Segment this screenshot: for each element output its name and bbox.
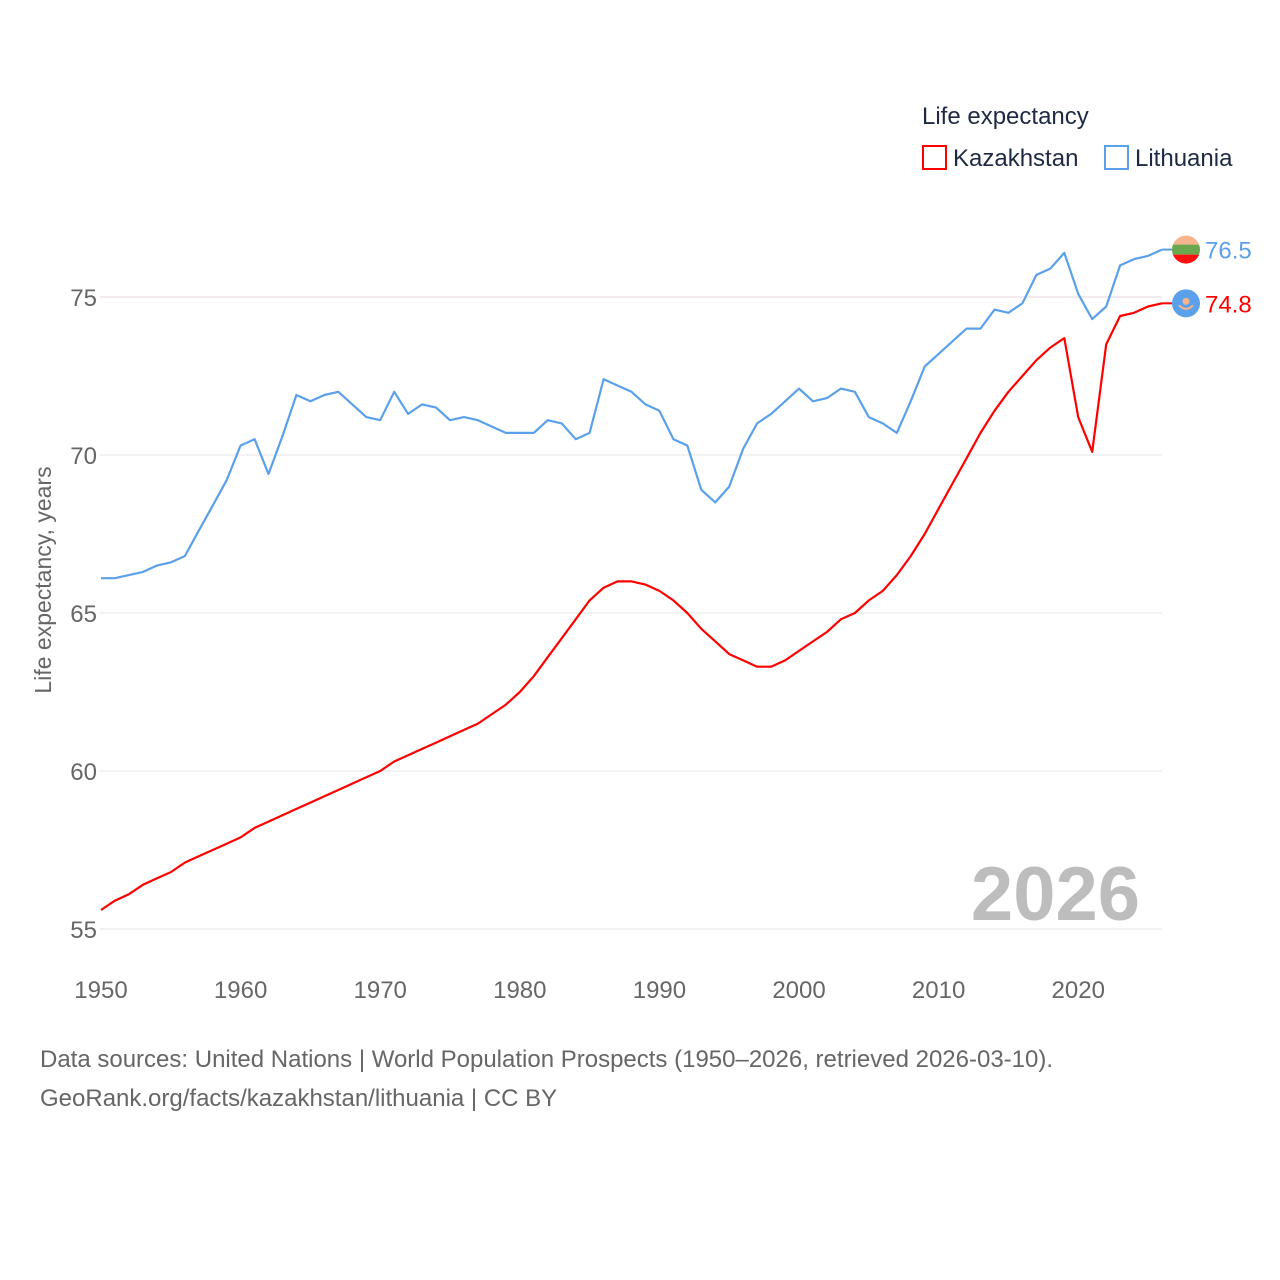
x-tick-label: 1970: [354, 977, 407, 1004]
legend-label-lithuania: Lithuania: [1135, 145, 1233, 172]
legend-item-lithuania[interactable]: Lithuania: [1104, 145, 1233, 172]
year-watermark: 2026: [971, 852, 1140, 937]
legend-swatch-kazakhstan: [922, 145, 947, 170]
attribution-link[interactable]: GeoRank.org/facts/kazakhstan/lithuania |…: [40, 1085, 558, 1112]
x-tick-label: 1960: [214, 977, 267, 1004]
data-sources-text: Data sources: United Nations | World Pop…: [40, 1046, 1054, 1073]
y-tick-label: 60: [70, 759, 97, 786]
x-tick-label: 2010: [912, 977, 965, 1004]
x-tick-label: 1980: [493, 977, 546, 1004]
legend-item-kazakhstan[interactable]: Kazakhstan: [922, 145, 1078, 172]
series-line-lithuania: [101, 248, 1163, 580]
y-tick-label: 75: [70, 285, 97, 312]
x-tick-label: 2020: [1052, 977, 1105, 1004]
legend-swatch-lithuania: [1104, 145, 1129, 170]
series-line-kazakhstan: [100, 302, 1163, 911]
x-tick-label: 1990: [633, 977, 686, 1004]
x-tick-label: 1950: [74, 977, 127, 1004]
y-tick-label: 65: [70, 601, 97, 628]
y-axis-label: Life expectancy, years: [30, 466, 56, 693]
y-tick-label: 70: [70, 443, 97, 470]
x-tick-label: 2000: [772, 977, 825, 1004]
end-value-label-lithuania: 76.5: [1205, 238, 1252, 265]
legend-title: Life expectancy: [922, 103, 1089, 130]
end-value-label-kazakhstan: 74.8: [1205, 291, 1252, 318]
legend: Life expectancy Kazakhstan Lithuania: [922, 103, 1233, 172]
legend-label-kazakhstan: Kazakhstan: [953, 145, 1078, 172]
flag-icon-lithuania: [1172, 235, 1200, 264]
flag-icon-kazakhstan: [1172, 289, 1200, 318]
y-tick-label: 55: [70, 917, 97, 944]
